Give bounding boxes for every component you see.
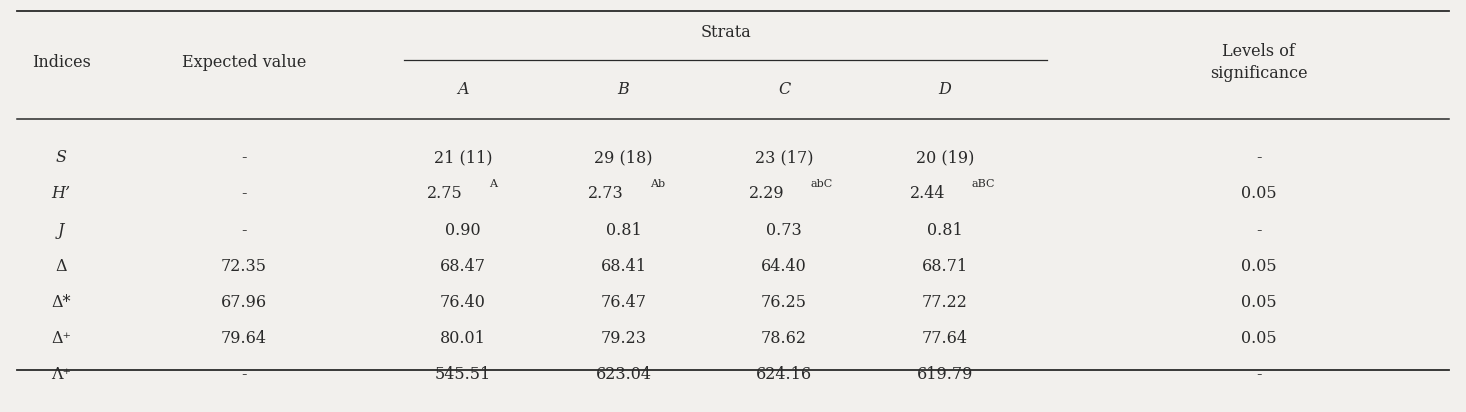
Text: 77.22: 77.22 (922, 294, 968, 311)
Text: 67.96: 67.96 (221, 294, 267, 311)
Text: H’: H’ (51, 185, 70, 202)
Text: 0.05: 0.05 (1240, 330, 1277, 347)
Text: -: - (240, 366, 246, 383)
Text: 0.05: 0.05 (1240, 185, 1277, 202)
Text: abC: abC (811, 179, 833, 189)
Text: 76.40: 76.40 (440, 294, 485, 311)
Text: 78.62: 78.62 (761, 330, 808, 347)
Text: 2.44: 2.44 (909, 185, 946, 202)
Text: 68.41: 68.41 (601, 258, 647, 275)
Text: 2.73: 2.73 (588, 185, 625, 202)
Text: C: C (778, 81, 790, 98)
Text: 2.75: 2.75 (428, 185, 463, 202)
Text: Ab: Ab (649, 179, 666, 189)
Text: 545.51: 545.51 (435, 366, 491, 383)
Text: 21 (11): 21 (11) (434, 149, 493, 166)
Text: 624.16: 624.16 (756, 366, 812, 383)
Text: Δ: Δ (56, 258, 67, 275)
Text: 80.01: 80.01 (440, 330, 485, 347)
Text: 79.23: 79.23 (601, 330, 647, 347)
Text: 76.25: 76.25 (761, 294, 808, 311)
Text: A: A (490, 179, 497, 189)
Text: 64.40: 64.40 (761, 258, 806, 275)
Text: 0.81: 0.81 (927, 222, 963, 239)
Text: Strata: Strata (701, 24, 751, 41)
Text: -: - (1256, 222, 1262, 239)
Text: 623.04: 623.04 (595, 366, 651, 383)
Text: 77.64: 77.64 (922, 330, 968, 347)
Text: Δ*: Δ* (51, 294, 70, 311)
Text: B: B (617, 81, 629, 98)
Text: J: J (59, 222, 65, 239)
Text: S: S (56, 149, 66, 166)
Text: 0.90: 0.90 (446, 222, 481, 239)
Text: 2.29: 2.29 (749, 185, 784, 202)
Text: -: - (240, 222, 246, 239)
Text: 0.81: 0.81 (605, 222, 641, 239)
Text: 23 (17): 23 (17) (755, 149, 814, 166)
Text: Indices: Indices (32, 54, 91, 71)
Text: A: A (457, 81, 469, 98)
Text: 29 (18): 29 (18) (594, 149, 652, 166)
Text: -: - (240, 185, 246, 202)
Text: 0.05: 0.05 (1240, 258, 1277, 275)
Text: -: - (1256, 149, 1262, 166)
Text: 68.47: 68.47 (440, 258, 485, 275)
Text: D: D (938, 81, 951, 98)
Text: 79.64: 79.64 (221, 330, 267, 347)
Text: aBC: aBC (970, 179, 994, 189)
Text: 76.47: 76.47 (601, 294, 647, 311)
Text: Δ⁺: Δ⁺ (51, 330, 72, 347)
Text: -: - (1256, 366, 1262, 383)
Text: Expected value: Expected value (182, 54, 306, 71)
Text: Levels of
significance: Levels of significance (1209, 42, 1308, 82)
Text: 20 (19): 20 (19) (916, 149, 973, 166)
Text: 0.73: 0.73 (767, 222, 802, 239)
Text: 619.79: 619.79 (916, 366, 973, 383)
Text: 72.35: 72.35 (221, 258, 267, 275)
Text: 0.05: 0.05 (1240, 294, 1277, 311)
Text: 68.71: 68.71 (922, 258, 968, 275)
Text: -: - (240, 149, 246, 166)
Text: Λ⁺: Λ⁺ (51, 366, 72, 383)
